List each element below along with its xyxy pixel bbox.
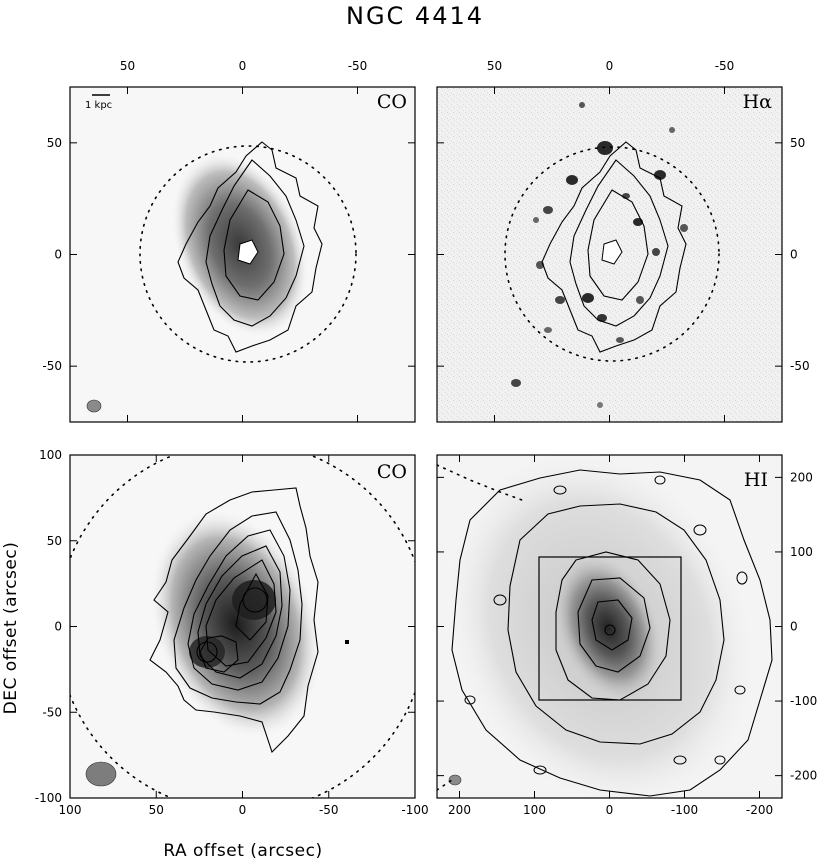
y-tick-label: -50: [790, 359, 810, 373]
y-tick-label: -50: [42, 705, 62, 719]
y-tick-label: 0: [790, 248, 798, 262]
x-tick-label: 0: [239, 803, 247, 817]
halpha-contour-mid: [569, 159, 669, 327]
y-tick-label: -100: [790, 694, 817, 708]
beam-ellipse: [448, 774, 462, 786]
x-tick-label: 100: [523, 803, 546, 817]
inner-field-box: [538, 556, 682, 701]
x-tick-label: 50: [149, 803, 164, 817]
x-tick-label: 50: [120, 59, 135, 73]
halpha-contour-outer: [541, 141, 687, 353]
y-tick-label: 50: [790, 136, 805, 150]
panel-bottom-right: HI 200 100 0 -100 -200 200 100 0 -100 -200: [436, 454, 817, 817]
primary-beam-arc: [437, 464, 523, 501]
panel-ticks: 50 0 -50 50 0 -50: [42, 59, 415, 422]
x-tick-label: 0: [606, 803, 614, 817]
y-tick-label: -50: [42, 359, 62, 373]
x-tick-label: -100: [671, 803, 698, 817]
figure-title: NGC 4414: [346, 2, 484, 30]
beam-ellipse: [85, 761, 117, 787]
co-contour-inner: [223, 189, 285, 301]
y-tick-label: 100: [790, 545, 813, 559]
co-peak-south: [189, 636, 225, 668]
co-contour-mid: [205, 159, 305, 327]
x-tick-label: 0: [606, 59, 614, 73]
halpha-contour-inner: [587, 189, 649, 301]
hi-inner-emission: [551, 551, 665, 705]
y-tick-label: -200: [790, 769, 817, 783]
primary-beam-circle: [139, 145, 357, 363]
panel-top-right: Hα 50 0 -50 50 0 -50: [436, 59, 810, 423]
primary-beam-circle: [504, 146, 720, 362]
panel-ticks: 200 100 0 -100 -200 200 100 0 -100 -200: [437, 455, 817, 817]
beam-ellipse: [86, 399, 102, 413]
x-tick-label: 100: [59, 803, 82, 817]
x-tick-label: -200: [746, 803, 773, 817]
y-axis-title: DEC offset (arcsec): [1, 542, 21, 715]
hi-contours: [451, 469, 773, 797]
y-tick-label: 0: [790, 620, 798, 634]
x-axis-title: RA offset (arcsec): [163, 841, 322, 861]
scale-bar-label: 1 kpc: [85, 100, 112, 111]
halpha-knots: [511, 102, 688, 408]
panel-ticks: 50 0 -50 50 0 -50: [437, 59, 810, 422]
y-tick-label: 100: [39, 448, 62, 462]
x-tick-label: 200: [448, 803, 471, 817]
x-tick-label: -50: [319, 803, 339, 817]
noise-peak: [345, 640, 349, 644]
y-tick-label: 0: [54, 620, 62, 634]
halpha-central-hole: [601, 239, 623, 265]
y-tick-label: -100: [35, 791, 62, 805]
primary-beam-arc: [437, 779, 453, 791]
x-tick-label: -100: [401, 803, 428, 817]
y-tick-label: 50: [47, 136, 62, 150]
x-tick-label: -50: [348, 59, 368, 73]
x-tick-label: 50: [487, 59, 502, 73]
y-tick-label: 0: [54, 248, 62, 262]
panel-label: CO: [377, 91, 407, 113]
panel-label: CO: [377, 461, 407, 483]
panel-label: Hα: [743, 91, 773, 113]
x-tick-label: -50: [715, 59, 735, 73]
panel-label: HI: [744, 469, 768, 491]
x-tick-label: 0: [239, 59, 247, 73]
y-tick-label: 50: [47, 534, 62, 548]
co-contour-outer: [177, 141, 323, 353]
panel-top-left: 1 kpc CO 50 0 -50 50 0 -50: [42, 59, 416, 423]
co-contours: [149, 487, 319, 754]
y-tick-label: 200: [790, 470, 813, 484]
co-central-hole: [237, 239, 259, 265]
